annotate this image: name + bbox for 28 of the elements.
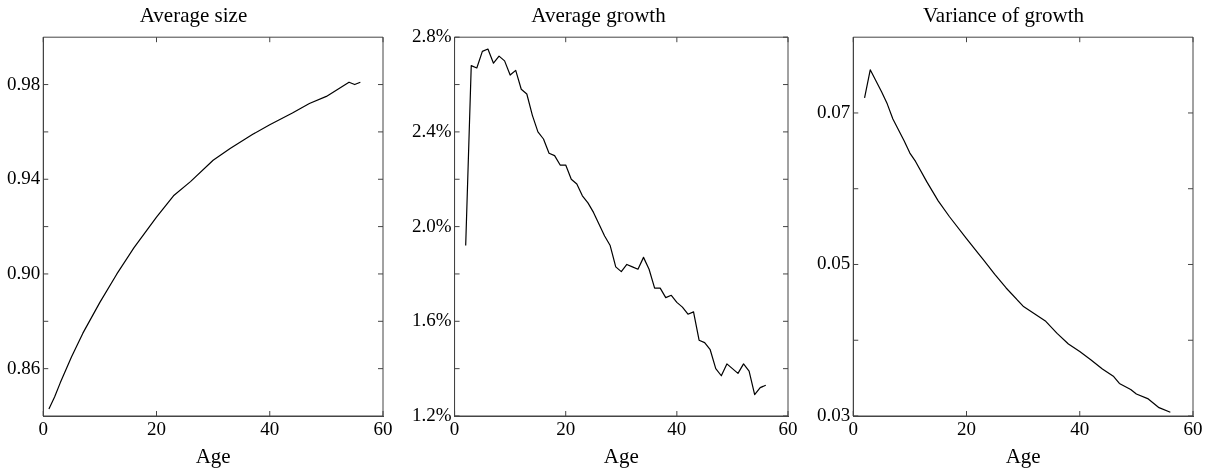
y-tick-label: 2.4% bbox=[412, 119, 452, 141]
y-tick-label: 0.94 bbox=[7, 167, 41, 189]
y-tick-label: 0.05 bbox=[817, 252, 851, 274]
y-tick-label: 2.0% bbox=[412, 214, 452, 236]
x-tick-label: 40 bbox=[1070, 418, 1090, 440]
x-tick-label: 60 bbox=[1183, 418, 1203, 440]
y-tick-label: 0.90 bbox=[7, 261, 41, 283]
y-tick-label: 0.03 bbox=[817, 403, 851, 425]
x-tick-label: 60 bbox=[778, 418, 798, 440]
x-tick-label: 20 bbox=[147, 418, 166, 440]
y-tick-label: 0.86 bbox=[7, 356, 41, 378]
x-axis-title: Age bbox=[1005, 443, 1041, 468]
y-tick-label: 1.2% bbox=[412, 403, 452, 425]
y-tick-label: 0.98 bbox=[7, 72, 41, 94]
y-tick-label: 0.07 bbox=[817, 100, 851, 122]
chart-title: Average size bbox=[139, 3, 248, 28]
x-axis-title: Age bbox=[603, 443, 639, 468]
x-tick-label: 60 bbox=[373, 418, 393, 440]
chart-title: Average growth bbox=[531, 3, 667, 28]
y-tick-label: 1.6% bbox=[412, 309, 452, 331]
x-tick-label: 20 bbox=[957, 418, 976, 440]
x-axis-title: Age bbox=[195, 443, 231, 468]
x-tick-label: 40 bbox=[667, 418, 687, 440]
x-tick-label: 0 bbox=[38, 418, 48, 440]
x-tick-label: 20 bbox=[556, 418, 576, 440]
x-tick-label: 40 bbox=[260, 418, 280, 440]
y-tick-label: 2.8% bbox=[412, 25, 452, 47]
chart-title: Variance of growth bbox=[923, 3, 1085, 28]
